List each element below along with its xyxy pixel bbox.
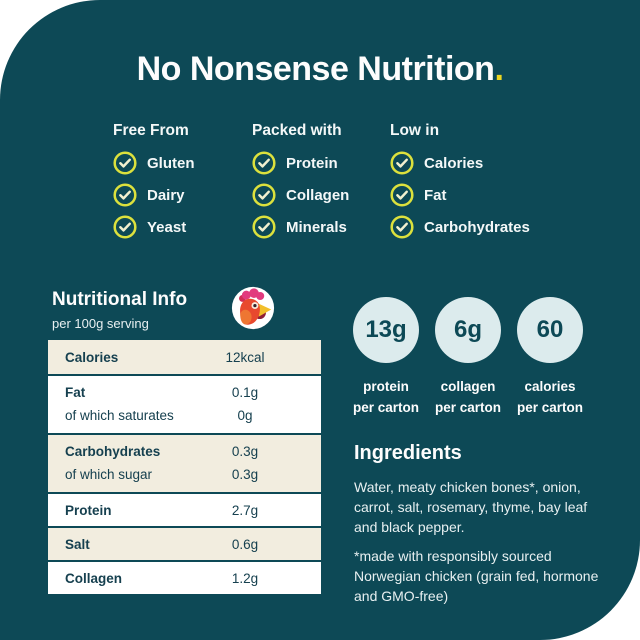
- per-carton-stats: 13g protein per carton 6g collagen per c…: [353, 297, 583, 418]
- nutritional-info-subtitle: per 100g serving: [52, 316, 149, 331]
- stat-circle: 6g: [435, 297, 501, 363]
- stat-label-line1: collagen: [440, 379, 496, 394]
- check-icon: [113, 151, 137, 175]
- benefit-columns: Free From Gluten Dairy Yeast Packed with…: [113, 121, 530, 247]
- row-label: Carbohydrates: [65, 444, 161, 459]
- stat-calories: 60 calories per carton: [517, 297, 583, 418]
- row-label: Collagen: [65, 570, 123, 586]
- check-icon: [252, 215, 276, 239]
- benefit-item-label: Gluten: [147, 154, 195, 172]
- check-icon: [390, 183, 414, 207]
- benefit-item-collagen: Collagen: [252, 183, 390, 207]
- stat-protein: 13g protein per carton: [353, 297, 419, 418]
- stat-label-line2: per carton: [353, 400, 420, 415]
- benefit-column-free-from: Free From Gluten Dairy Yeast: [113, 121, 252, 247]
- footnote-line: and GMO-free): [354, 588, 449, 604]
- row-main-line: Fat 0.1g: [48, 385, 321, 400]
- benefit-column-low-in: Low in Calories Fat Carbohydrates: [390, 121, 530, 247]
- benefit-column-heading: Packed with: [252, 122, 342, 139]
- stat-circle: 60: [517, 297, 583, 363]
- table-row-salt: Salt 0.6g: [48, 526, 321, 560]
- check-icon: [113, 183, 137, 207]
- stat-collagen: 6g collagen per carton: [435, 297, 501, 418]
- benefit-item-dairy: Dairy: [113, 183, 252, 207]
- benefit-column-packed-with: Packed with Protein Collagen Minerals: [252, 121, 390, 247]
- nutritional-info-title: Nutritional Info: [52, 289, 188, 310]
- table-row-calories: Calories 12kcal: [48, 340, 321, 374]
- stat-label: protein per carton: [353, 376, 419, 418]
- row-value: 0.1g: [231, 385, 259, 400]
- benefit-item-minerals: Minerals: [252, 215, 390, 239]
- check-icon: [252, 183, 276, 207]
- table-row-collagen: Collagen 1.2g: [48, 560, 321, 594]
- page-title: No Nonsense Nutrition.: [0, 50, 640, 89]
- benefit-item-label: Collagen: [286, 186, 350, 204]
- check-icon: [113, 215, 137, 239]
- row-value: 0.6g: [231, 536, 259, 552]
- row-value: 1.2g: [231, 570, 259, 586]
- ingredients-section: Ingredients Water, meaty chicken bones*,…: [354, 441, 608, 606]
- benefit-column-heading: Low in: [390, 122, 440, 139]
- stat-label-line2: per carton: [435, 400, 502, 415]
- page-title-text: No Nonsense Nutrition: [136, 50, 495, 88]
- benefit-item-label: Yeast: [147, 218, 187, 236]
- nutrition-table: Calories 12kcal Fat 0.1g of which satura…: [48, 340, 321, 594]
- stat-label-line1: calories: [524, 379, 576, 394]
- row-sub-label: of which saturates: [65, 408, 174, 423]
- row-value: 12kcal: [225, 349, 265, 365]
- check-icon: [390, 215, 414, 239]
- benefit-item-label: Minerals: [286, 218, 347, 236]
- ingredients-title: Ingredients: [354, 442, 462, 464]
- benefit-item-calories: Calories: [390, 151, 530, 175]
- footnote-line: Norwegian chicken (grain fed, hormone: [354, 568, 599, 584]
- benefit-item-yeast: Yeast: [113, 215, 252, 239]
- ingredients-line: Water, meaty chicken bones*, onion,: [354, 479, 581, 495]
- row-label: Fat: [65, 385, 86, 400]
- benefit-column-heading: Free From: [113, 122, 189, 139]
- benefit-item-label: Calories: [424, 154, 484, 172]
- row-value: 2.7g: [231, 502, 259, 518]
- row-main-line: Carbohydrates 0.3g: [48, 444, 321, 459]
- stat-label: collagen per carton: [435, 376, 501, 418]
- row-sub-line: of which sugar 0.3g: [48, 467, 321, 482]
- benefit-item-carbohydrates: Carbohydrates: [390, 215, 530, 239]
- benefit-item-gluten: Gluten: [113, 151, 252, 175]
- rooster-logo-icon: [231, 286, 275, 330]
- row-sub-value: 0.3g: [231, 467, 259, 482]
- stat-label-line1: protein: [363, 379, 409, 394]
- benefit-item-label: Dairy: [147, 186, 185, 204]
- nutritional-info-header: Nutritional Info per 100g serving: [52, 288, 187, 331]
- ingredients-footnote: *made with responsibly sourced Norwegian…: [354, 546, 608, 606]
- row-label: Calories: [65, 349, 119, 365]
- stat-label: calories per carton: [517, 376, 583, 418]
- row-label: Salt: [65, 536, 90, 552]
- stat-circle: 13g: [353, 297, 419, 363]
- table-row-carbohydrates: Carbohydrates 0.3g of which sugar 0.3g: [48, 433, 321, 492]
- benefit-item-label: Protein: [286, 154, 338, 172]
- benefit-item-label: Fat: [424, 186, 447, 204]
- page-title-period: .: [494, 50, 504, 88]
- stat-label-line2: per carton: [517, 400, 584, 415]
- benefit-item-protein: Protein: [252, 151, 390, 175]
- benefit-item-label: Carbohydrates: [424, 218, 530, 236]
- ingredients-body: Water, meaty chicken bones*, onion, carr…: [354, 477, 608, 537]
- row-sub-line: of which saturates 0g: [48, 408, 321, 423]
- footnote-line: *made with responsibly sourced: [354, 548, 552, 564]
- row-sub-value: 0g: [237, 408, 253, 423]
- row-label: Protein: [65, 502, 112, 518]
- ingredients-line: carrot, salt, rosemary, thyme, bay leaf: [354, 499, 588, 515]
- benefit-item-fat: Fat: [390, 183, 530, 207]
- row-value: 0.3g: [231, 444, 259, 459]
- row-sub-label: of which sugar: [65, 467, 153, 482]
- ingredients-line: and black pepper.: [354, 519, 465, 535]
- table-row-protein: Protein 2.7g: [48, 492, 321, 526]
- check-icon: [390, 151, 414, 175]
- table-row-fat: Fat 0.1g of which saturates 0g: [48, 374, 321, 433]
- check-icon: [252, 151, 276, 175]
